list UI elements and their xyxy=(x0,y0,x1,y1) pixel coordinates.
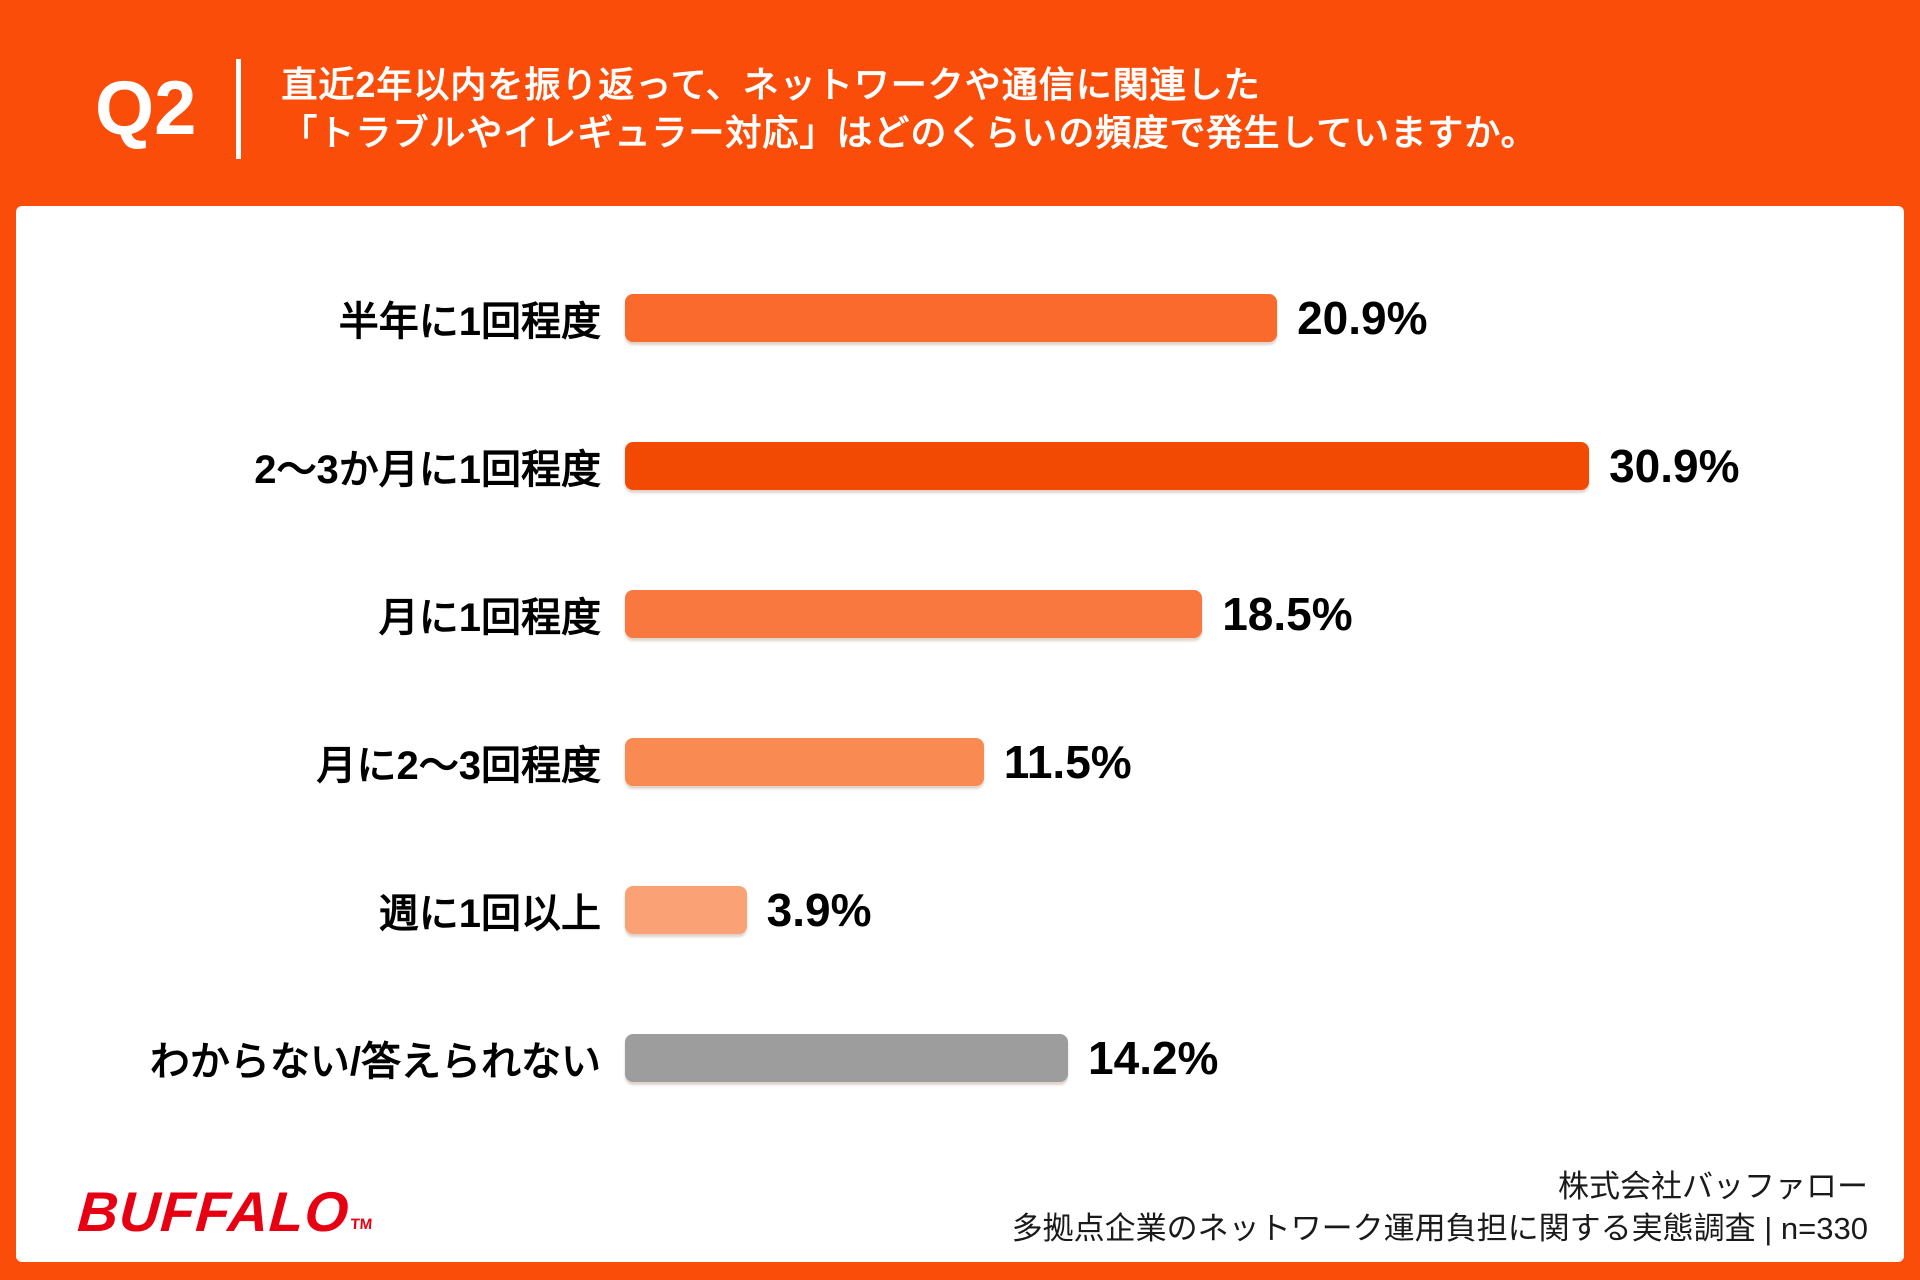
chart-row: 週に1回以上 3.9% xyxy=(16,836,1904,984)
bar-1 xyxy=(625,442,1590,490)
value-label: 11.5% xyxy=(1003,736,1132,788)
question-text: 直近2年以内を振り返って、ネットワークや通信に関連した 「トラブルやイレギュラー… xyxy=(281,61,1537,157)
question-text-line1: 直近2年以内を振り返って、ネットワークや通信に関連した xyxy=(281,64,1261,105)
question-number: Q2 xyxy=(95,66,197,151)
category-label: 月に2〜3回程度 xyxy=(316,744,602,788)
value-label: 18.5% xyxy=(1222,588,1353,640)
category-label: 月に1回程度 xyxy=(378,596,601,640)
category-label: 2〜3か月に1回程度 xyxy=(254,448,601,492)
source-survey: 多拠点企業のネットワーク運用負担に関する実態調査 | n=330 xyxy=(1011,1211,1868,1246)
chart-row: 2〜3か月に1回程度 30.9% xyxy=(16,392,1904,540)
chart-panel: 半年に1回程度 20.9% 2〜3か月に1回程度 30.9% 月に1回程度 18.5% 月に… xyxy=(16,206,1904,1262)
value-label: 14.2% xyxy=(1088,1032,1219,1084)
header-divider xyxy=(236,59,242,159)
chart-row: わからない/答えられない 14.2% xyxy=(16,984,1904,1132)
bar-4 xyxy=(625,886,747,934)
chart-row: 月に1回程度 18.5% xyxy=(16,540,1904,688)
value-label: 30.9% xyxy=(1609,440,1740,492)
buffalo-logo: BUFFALOTM xyxy=(76,1179,376,1244)
chart-row: 半年に1回程度 20.9% xyxy=(16,244,1904,392)
source-company: 株式会社バッファロー xyxy=(1558,1169,1868,1204)
value-label: 3.9% xyxy=(766,884,872,936)
category-label: わからない/答えられない xyxy=(149,1040,601,1084)
category-label: 半年に1回程度 xyxy=(338,300,601,344)
value-label: 20.9% xyxy=(1297,292,1428,344)
bar-5 xyxy=(625,1034,1069,1082)
buffalo-logo-text: BUFFALO xyxy=(75,1180,352,1243)
bar-chart: 半年に1回程度 20.9% 2〜3か月に1回程度 30.9% 月に1回程度 18.5% 月に… xyxy=(16,244,1904,1132)
question-header: Q2 直近2年以内を振り返って、ネットワークや通信に関連した 「トラブルやイレギ… xyxy=(0,0,1920,206)
trademark-mark: TM xyxy=(349,1216,373,1233)
bar-3 xyxy=(625,738,984,786)
bar-2 xyxy=(625,590,1203,638)
question-text-line2: 「トラブルやイレギュラー対応」はどのくらいの頻度で発生していますか。 xyxy=(281,112,1538,153)
category-label: 週に1回以上 xyxy=(378,892,601,936)
bar-0 xyxy=(625,294,1278,342)
source-attribution: 株式会社バッファロー 多拠点企業のネットワーク運用負担に関する実態調査 | n=… xyxy=(1012,1166,1868,1250)
chart-row: 月に2〜3回程度 11.5% xyxy=(16,688,1904,836)
